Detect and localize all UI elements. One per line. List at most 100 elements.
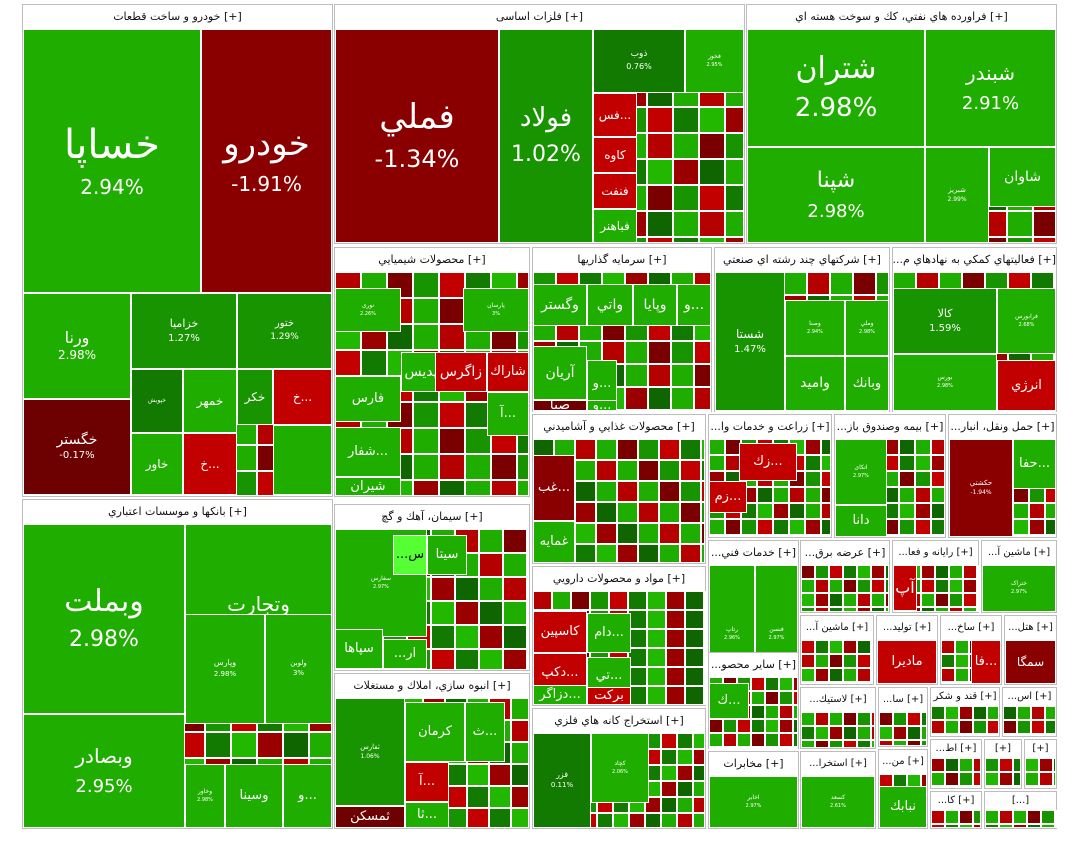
stock-tile-small[interactable] bbox=[575, 481, 596, 502]
stock-tile-small[interactable] bbox=[1045, 519, 1056, 535]
stock-tile-small[interactable] bbox=[704, 648, 706, 667]
stock-tile-small[interactable] bbox=[757, 487, 773, 503]
stock-tile-small[interactable] bbox=[793, 691, 798, 705]
stock-tile-small[interactable] bbox=[413, 298, 439, 324]
stock-tile-small[interactable] bbox=[693, 797, 705, 813]
stock-tile-small[interactable] bbox=[1029, 503, 1045, 519]
stock-tile-small[interactable] bbox=[479, 553, 503, 577]
stock-tile-small[interactable] bbox=[704, 610, 706, 629]
stock-tile-small[interactable] bbox=[765, 747, 779, 749]
stock-tile-small[interactable] bbox=[959, 734, 973, 736]
stock-tile-small[interactable] bbox=[959, 810, 973, 824]
stock-tile-small[interactable] bbox=[857, 640, 871, 654]
stock-tile-small[interactable] bbox=[1007, 211, 1033, 237]
stock-tile-small[interactable] bbox=[945, 824, 959, 828]
stock-tile-small[interactable] bbox=[945, 706, 959, 720]
stock-tile[interactable]: وملي 2.98% bbox=[845, 300, 889, 356]
stock-tile-small[interactable] bbox=[815, 607, 829, 612]
sector-title[interactable]: [+] فلزات اساسی bbox=[335, 5, 744, 29]
stock-tile[interactable]: دزاگر... bbox=[533, 685, 587, 705]
stock-tile-small[interactable] bbox=[941, 640, 955, 654]
sector-title[interactable]: [...] bbox=[985, 792, 1056, 810]
stock-tile-small[interactable] bbox=[685, 648, 704, 667]
stock-tile-small[interactable] bbox=[680, 502, 701, 523]
sector-title[interactable]: [+] خودرو و ساخت قطعات bbox=[23, 5, 332, 29]
stock-tile-small[interactable] bbox=[467, 808, 489, 828]
stock-tile-small[interactable] bbox=[465, 454, 491, 480]
stock-tile-small[interactable] bbox=[801, 712, 815, 726]
stock-tile-small[interactable] bbox=[959, 786, 973, 788]
stock-tile-small[interactable] bbox=[231, 732, 257, 758]
stock-tile-small[interactable] bbox=[1045, 706, 1056, 720]
stock-tile-small[interactable] bbox=[625, 410, 648, 412]
stock-tile[interactable]: انرژي bbox=[997, 360, 1056, 411]
stock-tile-small[interactable] bbox=[671, 364, 694, 387]
stock-tile-small[interactable] bbox=[1027, 810, 1041, 824]
stock-tile-small[interactable] bbox=[973, 720, 987, 734]
stock-tile-small[interactable] bbox=[489, 786, 511, 808]
stock-tile-small[interactable] bbox=[1045, 503, 1056, 519]
stock-tile-small[interactable] bbox=[680, 523, 701, 544]
stock-tile-small[interactable] bbox=[1017, 706, 1031, 720]
stock-tile-small[interactable] bbox=[701, 544, 705, 563]
sector-construct[interactable]: [+] انبوه سازي، املاك و مستغلات ثفارس 1.06… bbox=[334, 673, 530, 829]
stock-tile[interactable] bbox=[273, 425, 332, 495]
stock-tile-small[interactable] bbox=[871, 682, 873, 684]
stock-tile-small[interactable] bbox=[413, 454, 439, 480]
stock-tile-small[interactable] bbox=[439, 428, 465, 454]
stock-tile-small[interactable] bbox=[709, 747, 723, 749]
stock-tile[interactable]: كرمان bbox=[405, 702, 465, 762]
stock-tile-small[interactable] bbox=[843, 726, 857, 740]
stock-tile-small[interactable] bbox=[723, 747, 737, 749]
stock-tile-small[interactable] bbox=[1053, 772, 1056, 786]
stock-tile-small[interactable] bbox=[648, 387, 671, 410]
stock-tile-small[interactable] bbox=[647, 686, 666, 705]
stock-tile-small[interactable] bbox=[959, 772, 973, 786]
stock-tile-small[interactable] bbox=[1025, 772, 1039, 786]
stock-tile-small[interactable] bbox=[1017, 734, 1031, 736]
stock-tile[interactable]: خودرو -1.91% bbox=[201, 29, 332, 293]
stock-tile-small[interactable] bbox=[699, 159, 725, 185]
stock-tile[interactable]: خگستر -0.17% bbox=[23, 399, 131, 495]
sector-insurance[interactable]: [+] بيمه وصندوق باز... اتکای 2.97% دانا bbox=[834, 414, 946, 538]
stock-tile-small[interactable] bbox=[773, 519, 789, 535]
stock-tile-small[interactable] bbox=[648, 341, 671, 364]
stock-tile-small[interactable] bbox=[893, 726, 907, 740]
sector-title[interactable]: [+] محصولات شيميايي bbox=[335, 248, 529, 272]
stock-tile-small[interactable] bbox=[309, 732, 332, 758]
stock-tile-small[interactable] bbox=[779, 677, 793, 691]
stock-tile-small[interactable] bbox=[413, 272, 439, 298]
stock-tile-small[interactable] bbox=[821, 455, 831, 471]
sector-telecom[interactable]: [+] مخابرات اخابر 2.97% bbox=[708, 751, 799, 829]
stock-tile-small[interactable] bbox=[899, 503, 915, 519]
stock-tile-small[interactable] bbox=[931, 772, 945, 786]
sector-title[interactable]: [+] بيمه وصندوق باز... bbox=[835, 415, 945, 439]
sector-mach2[interactable]: [+] ماشين آ... bbox=[800, 615, 874, 685]
stock-tile-small[interactable] bbox=[673, 159, 699, 185]
sector-ka[interactable]: [+] كا... bbox=[930, 791, 982, 829]
stock-tile-small[interactable] bbox=[609, 591, 628, 610]
stock-tile-small[interactable] bbox=[666, 629, 685, 648]
sector-cement[interactable]: [+] سيمان، آهك و گچ سفارس 2.97% ...س سيتا سپا… bbox=[334, 504, 530, 671]
sector-title[interactable]: [+] سيمان، آهك و گچ bbox=[335, 505, 529, 529]
stock-tile-small[interactable] bbox=[527, 553, 529, 577]
stock-tile-small[interactable] bbox=[765, 719, 779, 733]
stock-tile-small[interactable] bbox=[807, 272, 830, 295]
stock-tile[interactable]: ...ار bbox=[383, 639, 427, 669]
stock-tile[interactable]: سپاها bbox=[335, 629, 383, 669]
stock-tile-small[interactable] bbox=[871, 726, 875, 740]
stock-tile-small[interactable] bbox=[741, 519, 757, 535]
stock-tile-small[interactable] bbox=[921, 565, 935, 579]
stock-tile-small[interactable] bbox=[638, 502, 659, 523]
stock-tile-small[interactable] bbox=[503, 625, 527, 649]
stock-tile-small[interactable] bbox=[843, 682, 857, 684]
stock-tile-small[interactable] bbox=[517, 454, 529, 480]
stock-tile-small[interactable] bbox=[680, 439, 701, 460]
stock-tile-small[interactable] bbox=[517, 480, 529, 496]
stock-tile-small[interactable] bbox=[959, 758, 973, 772]
stock-tile-small[interactable] bbox=[439, 298, 465, 324]
stock-tile-small[interactable] bbox=[899, 471, 915, 487]
stock-tile[interactable]: و... bbox=[677, 284, 711, 326]
stock-tile-small[interactable] bbox=[931, 471, 945, 487]
stock-tile[interactable]: شيران bbox=[335, 477, 401, 496]
